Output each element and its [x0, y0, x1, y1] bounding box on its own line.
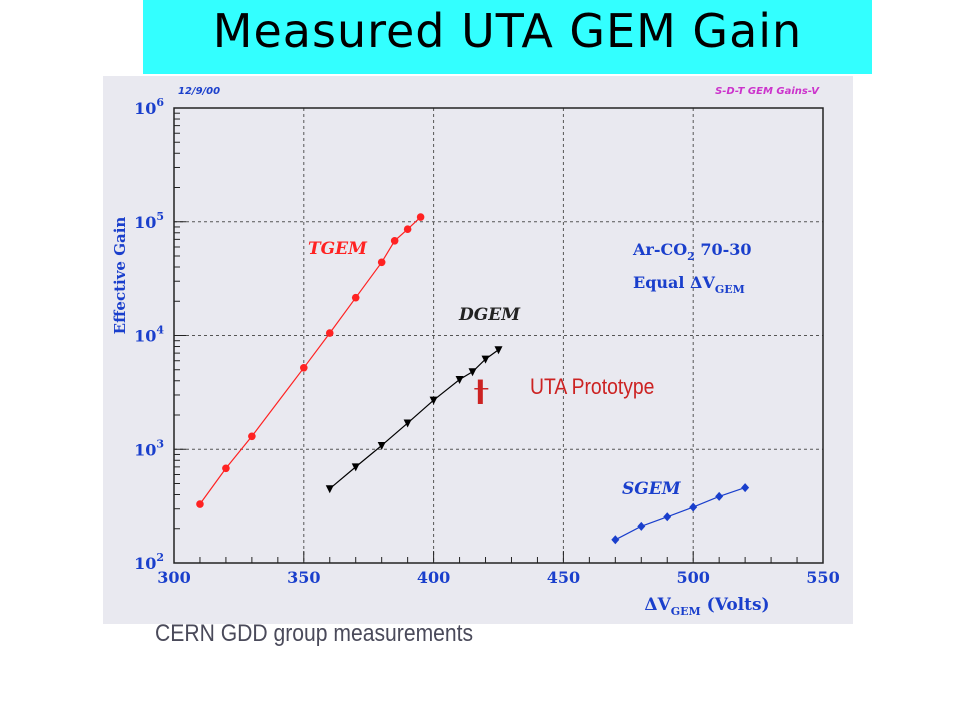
- series-line-tgem: [199, 216, 422, 505]
- series-label-sgem: SGEM: [622, 479, 682, 499]
- y-tick-label: 105: [134, 210, 164, 232]
- series-sgem: SGEM: [611, 479, 750, 545]
- series-label-tgem: TGEM: [308, 239, 368, 259]
- data-point-tgem: [416, 213, 425, 221]
- slide-title: Measured UTA GEM Gain: [212, 4, 803, 58]
- data-point-tgem: [403, 225, 412, 234]
- gain-chart: TGEM DGEM SGEM UTA Prototype 300 350 400 450 50…: [111, 86, 840, 618]
- footer-note: CERN GDD group measurements: [155, 620, 474, 647]
- data-point-dgem: [494, 346, 503, 355]
- data-point-tgem: [300, 364, 308, 372]
- x-tick-label: 550: [806, 568, 839, 587]
- axis-ticks: [173, 112, 824, 564]
- data-point-dgem: [455, 376, 464, 385]
- data-point-dgem: [377, 441, 386, 450]
- data-point-dgem: [351, 463, 360, 472]
- gas-mixture-label: Ar-CO2 70-30: [632, 240, 752, 263]
- data-point-dgem: [403, 419, 412, 428]
- data-point-sgem: [663, 512, 672, 522]
- data-point-sgem: [637, 521, 646, 531]
- y-tick-label: 102: [134, 551, 164, 573]
- voltage-condition-label: Equal ΔVGEM: [633, 273, 745, 296]
- data-point-tgem: [351, 293, 360, 302]
- data-point-dgem: [481, 355, 490, 364]
- series-tgem: TGEM: [196, 213, 425, 508]
- data-point-tgem: [196, 500, 204, 508]
- series-label-dgem: DGEM: [458, 305, 521, 325]
- data-point-sgem: [611, 535, 620, 545]
- y-tick-label: 106: [134, 96, 164, 118]
- data-point-tgem: [377, 258, 386, 267]
- series-line-sgem: [615, 487, 746, 541]
- x-tick-label: 300: [157, 568, 190, 587]
- data-point-sgem: [689, 502, 698, 512]
- data-point-sgem: [741, 483, 750, 493]
- y-tick-label: 104: [134, 324, 164, 346]
- series-layer: TGEM DGEM SGEM UTA Prototype: [196, 213, 750, 545]
- data-point-dgem: [325, 485, 334, 494]
- data-point-tgem: [325, 329, 334, 337]
- grid: [174, 108, 823, 563]
- uta-prototype-marker: UTA Prototype: [474, 375, 654, 404]
- plot-tag-label: S-D-T GEM Gains-V: [715, 86, 820, 97]
- data-point-tgem: [248, 432, 256, 441]
- y-tick-label: 103: [134, 437, 164, 459]
- x-tick-label: 350: [287, 568, 320, 587]
- title-banner: Measured UTA GEM Gain: [143, 0, 872, 74]
- date-label: 12/9/00: [178, 86, 220, 97]
- x-tick-label: 400: [417, 568, 450, 587]
- data-point-dgem: [468, 368, 477, 377]
- data-point-tgem: [222, 464, 230, 473]
- data-point-sgem: [715, 491, 724, 501]
- uta-prototype-label: UTA Prototype: [530, 375, 654, 399]
- chart-panel: TGEM DGEM SGEM UTA Prototype 300 350 400 450 50…: [103, 76, 853, 624]
- label-layer: 300 350 400 450 500 550 102 103 104 105 106 Effecti…: [111, 86, 840, 618]
- x-tick-label: 450: [547, 568, 580, 587]
- data-point-tgem: [390, 237, 399, 245]
- uta-prototype-error-bar: [477, 379, 483, 404]
- y-axis-label: Effective Gain: [111, 217, 129, 335]
- data-point-dgem: [429, 396, 438, 405]
- x-axis-label: ΔVGEM (Volts): [644, 595, 769, 618]
- series-dgem: DGEM: [325, 305, 521, 494]
- x-tick-label: 500: [676, 568, 709, 587]
